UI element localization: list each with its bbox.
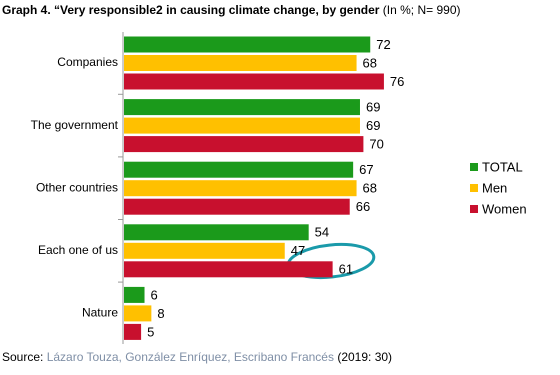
- value-label: 68: [363, 55, 377, 70]
- bar: [124, 305, 152, 322]
- legend-label: Men: [482, 180, 507, 195]
- bar: [124, 180, 357, 197]
- value-label: 8: [157, 306, 164, 321]
- value-label: 69: [366, 118, 380, 133]
- bar: [124, 323, 142, 340]
- value-label: 70: [369, 137, 383, 152]
- bar: [124, 198, 350, 215]
- legend-label: Women: [482, 201, 527, 216]
- source-line: Source: Lázaro Touza, González Enríquez,…: [2, 350, 392, 364]
- value-label: 6: [151, 287, 158, 302]
- category-label: Other countries: [36, 180, 118, 194]
- value-label: 54: [315, 225, 329, 240]
- category-label: Nature: [82, 306, 118, 320]
- bar: [124, 55, 357, 71]
- value-label: 61: [339, 262, 353, 277]
- value-label: 47: [291, 243, 305, 258]
- value-label: 72: [376, 37, 390, 52]
- chart-title-line: Graph 4. “Very responsible2 in causing c…: [2, 3, 461, 17]
- bar: [124, 36, 371, 53]
- chart-title: Graph 4. “Very responsible2 in causing c…: [2, 3, 380, 17]
- category-label: Companies: [57, 55, 118, 69]
- value-label: 76: [390, 74, 404, 89]
- source-label: Source:: [2, 350, 43, 364]
- bar: [124, 242, 285, 259]
- source-year: (2019: 30): [337, 350, 392, 364]
- value-label: 67: [359, 162, 373, 177]
- bar: [124, 136, 364, 153]
- bar: [124, 99, 360, 116]
- category-label: The government: [31, 118, 119, 132]
- value-label: 5: [147, 324, 154, 339]
- value-label: 68: [363, 181, 377, 196]
- bar: [124, 161, 354, 178]
- title-note: (In %; N= 990): [379, 3, 460, 17]
- value-label: 69: [366, 100, 380, 115]
- bar: [124, 224, 309, 241]
- bar: [124, 261, 333, 278]
- legend-swatch: [470, 205, 478, 213]
- source-authors: Lázaro Touza, González Enríquez, Escriba…: [47, 350, 334, 364]
- value-label: 66: [356, 199, 370, 214]
- bar: [124, 73, 384, 90]
- legend-label: TOTAL: [482, 159, 523, 174]
- category-label: Each one of us: [38, 243, 118, 257]
- bar: [124, 286, 145, 303]
- bar: [124, 117, 360, 134]
- legend-swatch: [470, 163, 478, 171]
- legend-swatch: [470, 184, 478, 192]
